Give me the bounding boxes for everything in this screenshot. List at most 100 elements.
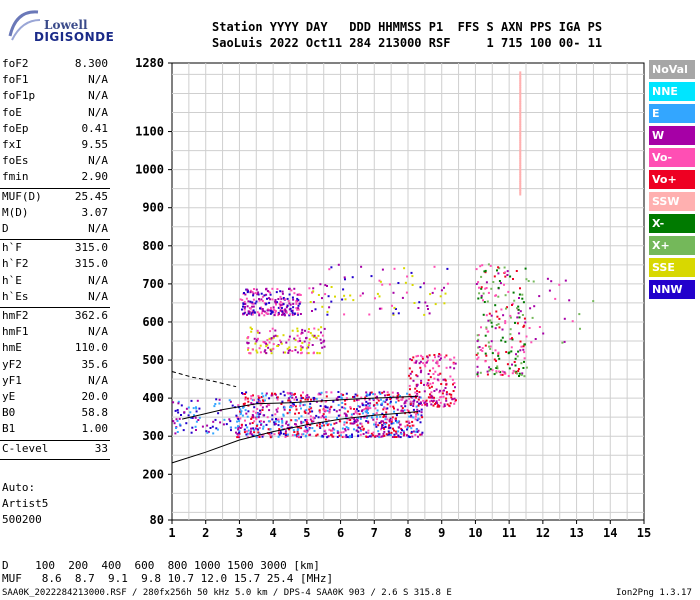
echo-point xyxy=(408,436,411,438)
echo-point xyxy=(292,402,295,405)
x-tick-label: 1 xyxy=(168,526,175,540)
echo-point xyxy=(238,432,241,435)
echo-point xyxy=(350,413,353,416)
echo-point xyxy=(244,396,247,399)
echo-point xyxy=(252,298,255,301)
echo-point xyxy=(322,413,325,416)
echo-point xyxy=(450,393,453,396)
echo-point xyxy=(426,305,429,307)
echo-point xyxy=(441,389,444,392)
echo-point xyxy=(345,426,348,429)
echo-point xyxy=(403,267,406,270)
echo-point xyxy=(247,429,250,432)
echo-point xyxy=(350,415,353,418)
echo-point xyxy=(255,418,258,421)
echo-point xyxy=(295,307,298,310)
echo-point xyxy=(269,330,272,333)
echo-point xyxy=(259,351,262,354)
echo-point xyxy=(511,338,514,341)
echo-point xyxy=(351,433,353,436)
echo-point xyxy=(498,326,501,329)
echo-point xyxy=(489,347,492,350)
echo-point xyxy=(417,307,420,309)
echo-point xyxy=(486,300,489,303)
echo-point xyxy=(499,373,502,376)
echo-point xyxy=(484,344,487,347)
echo-point xyxy=(367,420,370,423)
echo-point xyxy=(277,418,280,421)
echo-point xyxy=(241,414,244,417)
echo-point xyxy=(519,87,522,91)
echo-point xyxy=(297,412,300,415)
echo-point xyxy=(429,382,432,385)
echo-point xyxy=(402,434,405,437)
echo-point xyxy=(476,365,479,368)
echo-point xyxy=(397,282,400,284)
echo-point xyxy=(326,436,329,439)
echo-point xyxy=(395,413,398,416)
x-tick-label: 6 xyxy=(337,526,344,540)
echo-point xyxy=(300,394,302,397)
echo-point xyxy=(397,426,400,429)
echo-point xyxy=(397,434,400,437)
echo-point xyxy=(373,413,376,416)
echo-point xyxy=(258,347,261,350)
echo-point xyxy=(367,394,370,397)
echo-point xyxy=(397,312,400,315)
echo-point xyxy=(413,399,416,402)
echo-point xyxy=(416,390,418,393)
echo-point xyxy=(229,420,232,423)
echo-point xyxy=(359,294,362,297)
echo-point xyxy=(519,94,522,98)
echo-point xyxy=(359,417,362,420)
echo-point xyxy=(250,427,252,430)
y-tick-label: 1000 xyxy=(135,163,164,177)
echo-point xyxy=(288,428,290,431)
echo-point xyxy=(390,431,393,434)
echo-point xyxy=(327,295,330,298)
echo-point xyxy=(494,349,497,352)
echo-point xyxy=(291,396,294,399)
echo-point xyxy=(280,417,283,420)
echo-point xyxy=(244,393,246,395)
echo-point xyxy=(352,396,354,398)
echo-point xyxy=(405,420,408,423)
echo-point xyxy=(415,413,417,416)
echo-point xyxy=(480,294,483,297)
echo-point xyxy=(360,396,363,399)
echo-point xyxy=(310,420,313,423)
echo-point xyxy=(420,433,423,436)
echo-point xyxy=(274,329,277,332)
echo-point xyxy=(343,412,346,415)
echo-point xyxy=(309,402,312,405)
echo-point xyxy=(320,391,323,394)
echo-point xyxy=(303,340,306,343)
echo-point xyxy=(268,409,271,412)
echo-point xyxy=(234,426,237,429)
echo-point xyxy=(384,426,387,428)
echo-point xyxy=(239,427,242,429)
echo-point xyxy=(324,418,327,421)
echo-point xyxy=(326,409,329,412)
x-tick-label: 4 xyxy=(270,526,277,540)
echo-point xyxy=(519,112,522,116)
echo-point xyxy=(269,428,272,431)
echo-point xyxy=(521,293,524,296)
echo-point xyxy=(511,372,514,375)
logo-brand-text: Lowell xyxy=(44,18,88,32)
echo-point xyxy=(381,391,384,394)
echo-point xyxy=(501,373,504,376)
echo-point xyxy=(522,325,525,328)
echo-point xyxy=(497,295,500,298)
echo-point xyxy=(265,345,268,348)
echo-point xyxy=(392,395,395,398)
echo-point xyxy=(372,431,375,434)
param-row: h`Es N/A xyxy=(2,290,108,306)
echo-point xyxy=(436,362,439,365)
echo-point xyxy=(498,267,501,270)
echo-point xyxy=(417,413,420,416)
echo-point xyxy=(442,378,445,381)
echo-point xyxy=(344,428,347,431)
echo-point xyxy=(481,264,484,267)
echo-point xyxy=(420,408,423,411)
